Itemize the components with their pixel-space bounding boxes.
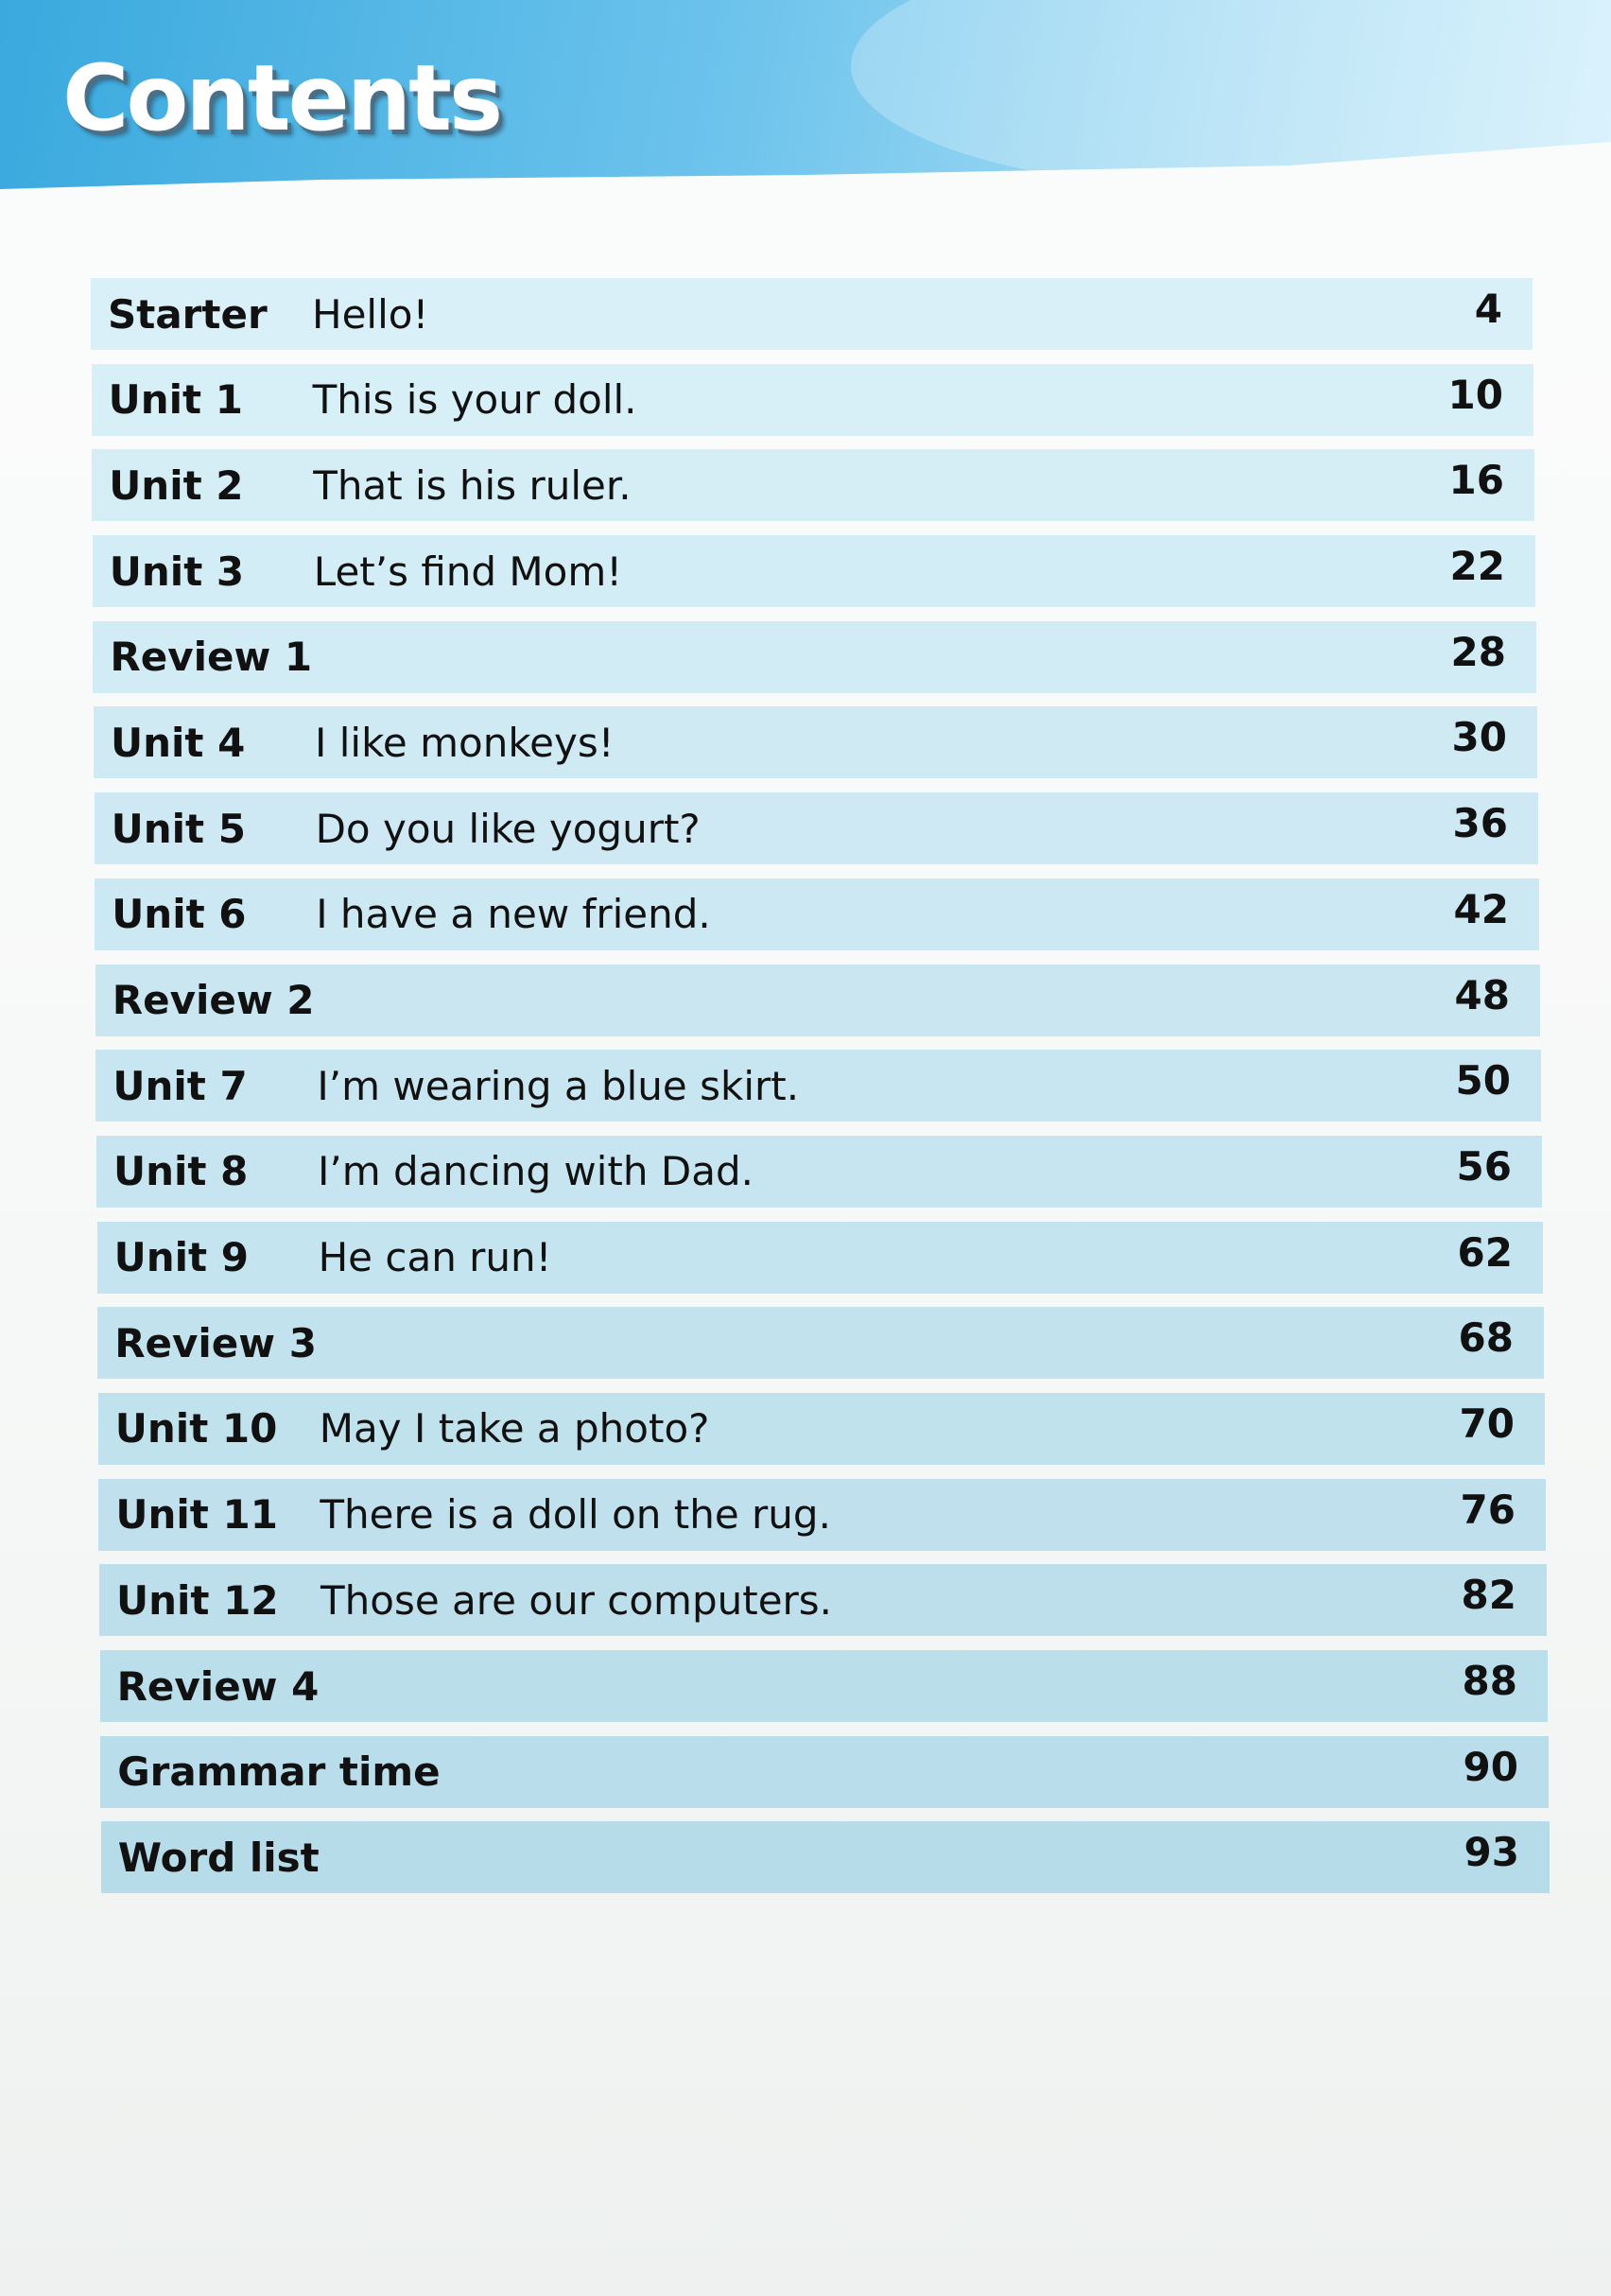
toc-entry-page: 50 (1455, 1057, 1511, 1105)
toc-entry[interactable]: Review 4 88 (99, 1650, 1548, 1722)
header-banner (0, 0, 1611, 189)
toc-entry-page: 68 (1458, 1314, 1514, 1362)
toc-entry-label: Grammar time (117, 1748, 441, 1796)
toc-entry-label: Starter (108, 290, 268, 338)
table-of-contents: Starter Hello! 4 Unit 1 This is your doll. 10… (91, 278, 1550, 1907)
toc-entry-title: Hello! (312, 290, 429, 338)
toc-entry-label: Unit 2 (109, 461, 244, 509)
banner-sheen (851, 0, 1611, 189)
toc-entry-label: Word list (117, 1834, 320, 1881)
toc-entry[interactable]: Unit 6 I have a new friend. 42 (95, 878, 1539, 950)
toc-entry[interactable]: Unit 5 Do you like yogurt? 36 (94, 792, 1538, 865)
toc-entry-label: Review 1 (110, 634, 313, 681)
toc-entry-title: Do you like yogurt? (315, 805, 701, 852)
toc-entry[interactable]: Unit 9 He can run! 62 (96, 1221, 1543, 1294)
toc-entry-label: Unit 7 (113, 1062, 248, 1109)
toc-entry[interactable]: Unit 2 That is his ruler. 16 (92, 449, 1534, 522)
toc-entry-label: Unit 5 (111, 805, 246, 852)
toc-entry-page: 42 (1453, 885, 1509, 932)
toc-entry-label: Unit 1 (108, 376, 243, 424)
toc-entry[interactable]: Unit 12 Those are our computers. 82 (99, 1564, 1547, 1637)
toc-entry[interactable]: Grammar time 90 (100, 1735, 1549, 1808)
toc-entry[interactable]: Review 3 68 (97, 1307, 1544, 1380)
toc-entry-page: 88 (1462, 1658, 1517, 1704)
toc-entry-label: Unit 8 (113, 1148, 249, 1195)
toc-entry-label: Unit 6 (112, 891, 247, 938)
toc-entry-title: That is his ruler. (313, 461, 632, 509)
toc-entry-label: Unit 9 (113, 1234, 249, 1281)
toc-entry-page: 36 (1452, 800, 1508, 847)
toc-entry-page: 16 (1448, 457, 1504, 504)
toc-entry[interactable]: Starter Hello! 4 (91, 278, 1533, 350)
toc-entry-page: 62 (1457, 1228, 1513, 1276)
toc-entry-page: 28 (1450, 628, 1506, 675)
toc-entry[interactable]: Unit 1 This is your doll. 10 (91, 363, 1533, 436)
toc-entry-title: May I take a photo? (319, 1405, 710, 1452)
toc-entry-page: 10 (1447, 371, 1503, 418)
toc-entry-page: 82 (1461, 1572, 1516, 1619)
toc-entry-title: There is a doll on the rug. (320, 1491, 831, 1539)
toc-entry-label: Unit 11 (115, 1491, 278, 1539)
toc-entry[interactable]: Word list 93 (100, 1821, 1550, 1894)
page-title: Contents (62, 45, 503, 151)
toc-entry-title: I’m dancing with Dad. (318, 1148, 754, 1195)
toc-entry-title: This is your doll. (312, 376, 637, 424)
toc-entry[interactable]: Review 2 48 (95, 964, 1540, 1036)
toc-entry-title: Let’s find Mom! (313, 548, 623, 595)
toc-entry-page: 22 (1449, 543, 1505, 590)
toc-entry-title: He can run! (318, 1234, 552, 1281)
toc-entry-page: 90 (1463, 1743, 1518, 1790)
toc-entry[interactable]: Unit 4 I like monkeys! 30 (94, 706, 1537, 779)
toc-entry-title: Those are our computers. (320, 1576, 833, 1624)
toc-entry-page: 70 (1459, 1400, 1515, 1447)
toc-entry-label: Review 4 (116, 1662, 320, 1710)
toc-entry-label: Review 2 (112, 977, 315, 1023)
toc-entry-label: Review 3 (114, 1319, 317, 1366)
toc-entry-title: I like monkeys! (315, 719, 615, 766)
toc-entry-title: I’m wearing a blue skirt. (317, 1062, 800, 1109)
toc-entry[interactable]: Review 1 28 (93, 620, 1536, 693)
toc-entry-page: 48 (1454, 971, 1510, 1018)
toc-entry-page: 56 (1456, 1142, 1512, 1190)
toc-entry-page: 76 (1460, 1486, 1516, 1533)
toc-entry-label: Unit 3 (109, 548, 245, 595)
toc-entry-label: Unit 4 (111, 719, 246, 766)
toc-entry[interactable]: Unit 10 May I take a photo? 70 (97, 1392, 1545, 1465)
toc-entry-page: 93 (1464, 1829, 1519, 1876)
toc-entry-title: I have a new friend. (316, 891, 711, 938)
toc-entry[interactable]: Unit 7 I’m wearing a blue skirt. 50 (95, 1050, 1541, 1122)
toc-entry-label: Unit 10 (114, 1405, 278, 1452)
toc-entry[interactable]: Unit 8 I’m dancing with Dad. 56 (96, 1135, 1542, 1208)
toc-entry-page: 30 (1451, 714, 1507, 761)
toc-entry-page: 4 (1474, 286, 1502, 332)
toc-entry[interactable]: Unit 11 There is a doll on the rug. 76 (98, 1478, 1546, 1551)
toc-entry-label: Unit 12 (116, 1576, 279, 1624)
toc-entry[interactable]: Unit 3 Let’s find Mom! 22 (92, 535, 1535, 608)
